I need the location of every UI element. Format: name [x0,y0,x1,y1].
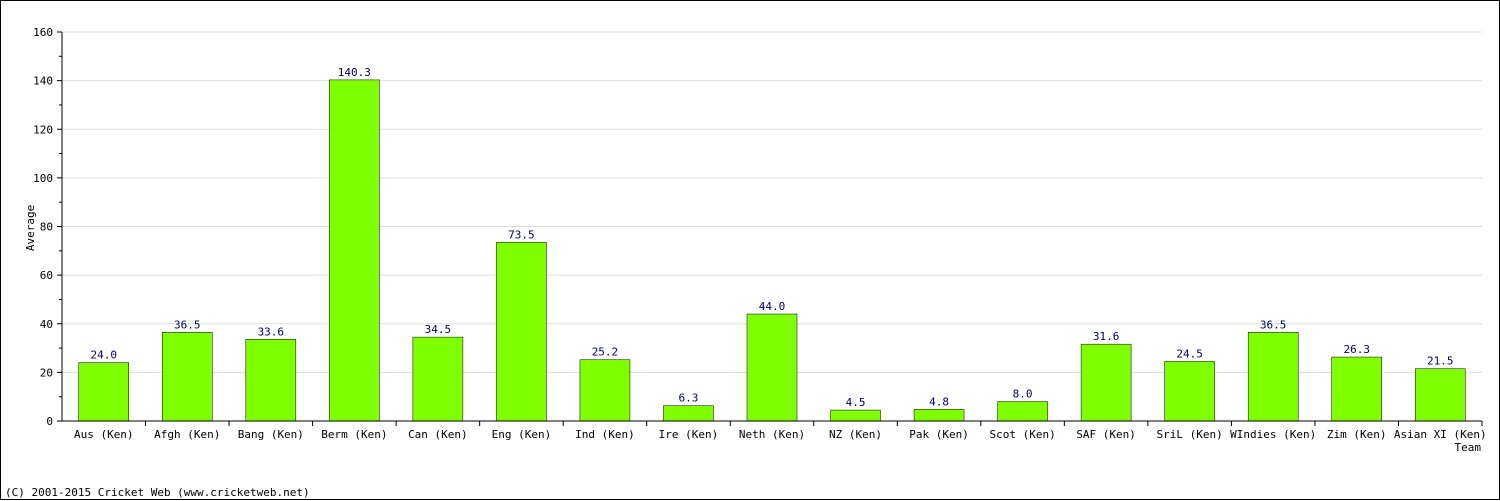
bar [997,401,1048,422]
bar [663,405,714,422]
axes [57,31,1483,426]
bar-value-label: 6.3 [679,392,699,405]
bar-value-label: 4.8 [929,395,949,408]
bar-value-label: 33.6 [258,325,285,338]
x-tick-label: Scot (Ken) [989,428,1055,441]
bar [913,409,965,422]
x-tick-label: Berm (Ken) [321,428,387,441]
y-tick-label: 0 [46,415,53,428]
bar [162,332,213,422]
grid-lines [62,31,1482,373]
y-tick-label: 120 [33,123,53,136]
bar-value-label: 44.0 [759,300,786,313]
labels: 0 20 40 60 80 100 120 140 160 24.0 Aus (Ken) 36.5 Af… [33,26,1486,441]
y-tick-label: 80 [40,221,53,234]
x-tick-label: Afgh (Ken) [154,428,220,441]
bar [1331,356,1382,422]
x-tick-label: Eng (Ken) [492,428,552,441]
bar-value-label: 140.3 [338,66,371,79]
bar [830,409,881,422]
y-tick-label: 140 [33,75,53,88]
copyright-footer: (C) 2001-2015 Cricket Web (www.cricketwe… [5,486,310,499]
bar [412,336,464,422]
x-tick-label: Can (Ken) [408,428,468,441]
bar-value-label: 73.5 [508,228,535,241]
bar-value-label: 4.5 [846,396,866,409]
bar [496,242,547,422]
bar-value-label: 36.5 [174,318,201,331]
x-tick-label: WIndies (Ken) [1230,428,1316,441]
bar [579,359,631,422]
bar [1247,332,1299,422]
bar-value-label: 25.2 [592,346,619,359]
y-tick-label: 100 [33,172,53,185]
x-tick-label: Zim (Ken) [1327,428,1387,441]
bar [329,79,380,422]
y-tick-label: 160 [33,26,53,39]
bar-value-label: 21.5 [1427,355,1454,368]
bar-value-label: 34.5 [425,323,452,336]
bar [746,313,798,422]
x-axis-title: Team [1455,441,1482,454]
x-tick-label: Ind (Ken) [575,428,635,441]
y-tick-label: 20 [40,366,53,379]
y-tick-label: 60 [40,269,53,282]
y-axis-title: Average [24,205,37,251]
bar-value-label: 24.5 [1176,347,1203,360]
x-tick-label: Ire (Ken) [659,428,719,441]
bar-value-label: 31.6 [1093,330,1120,343]
y-tick-label: 40 [40,318,53,331]
bars [78,79,1466,422]
bar [1414,368,1466,422]
x-tick-label: Bang (Ken) [238,428,304,441]
bar [1164,361,1215,422]
x-tick-label: SriL (Ken) [1157,428,1223,441]
bar-value-label: 8.0 [1013,388,1033,401]
x-tick-label: SAF (Ken) [1076,428,1136,441]
x-tick-label: Aus (Ken) [74,428,134,441]
bar [78,362,130,422]
x-tick-label: Pak (Ken) [909,428,969,441]
x-tick-label: Asian XI (Ken) [1394,428,1487,441]
bar-value-label: 24.0 [91,349,118,362]
bar-value-label: 36.5 [1260,318,1287,331]
x-tick-label: Neth (Ken) [739,428,805,441]
x-tick-label: NZ (Ken) [829,428,882,441]
bar-value-label: 26.3 [1343,343,1370,356]
bar [245,339,297,422]
bar [1080,343,1132,422]
